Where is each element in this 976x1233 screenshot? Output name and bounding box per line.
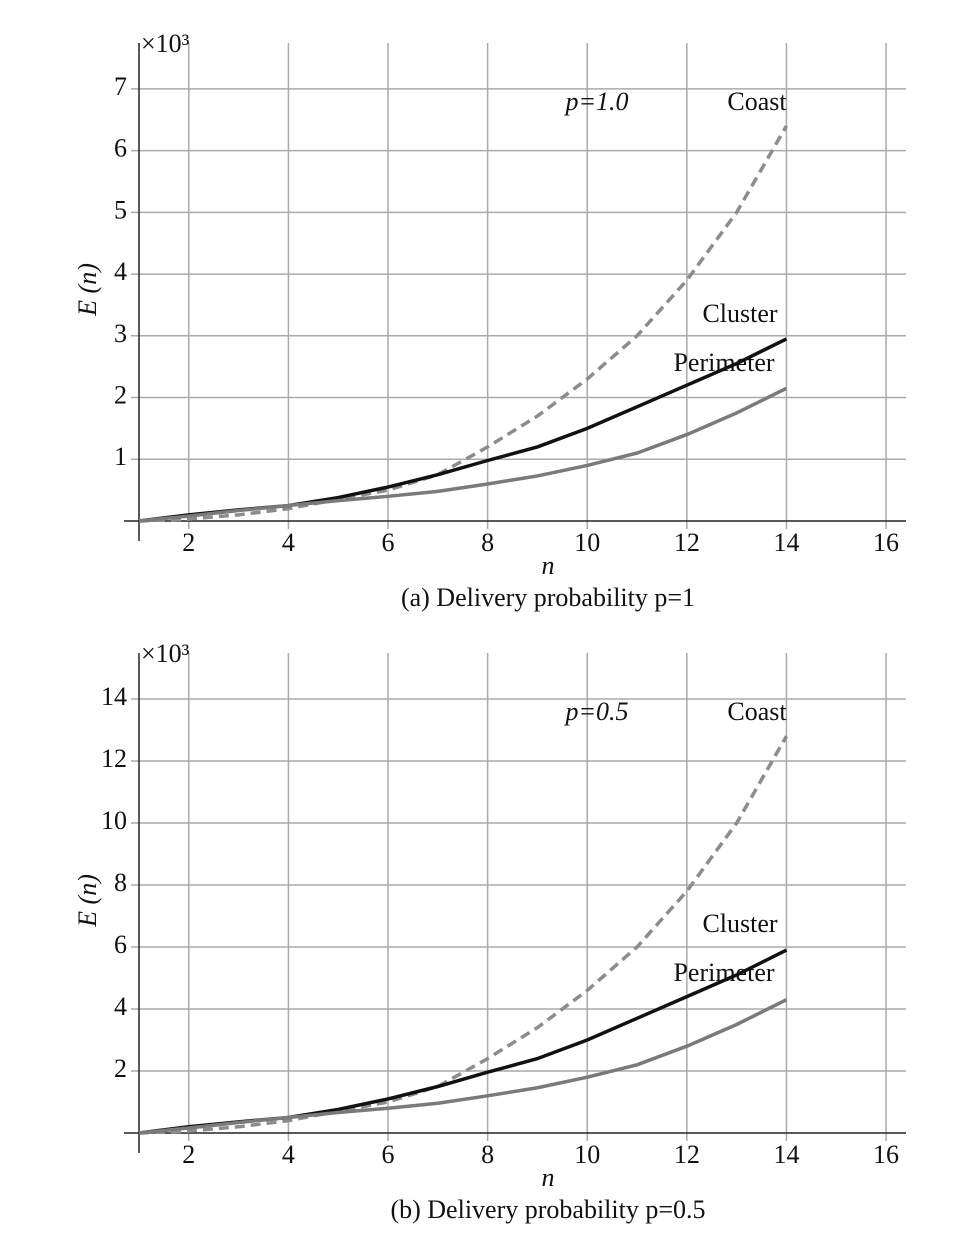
series-label: Perimeter: [673, 958, 774, 987]
caption: (b) Delivery probability p=0.5: [390, 1195, 705, 1224]
x-tick-label: 4: [282, 528, 295, 557]
x-tick-label: 10: [574, 528, 600, 557]
y-tick-label: 1: [114, 442, 127, 471]
series-label: Coast: [727, 697, 787, 726]
series-line: [138, 735, 788, 1135]
y-tick-label: 12: [101, 744, 127, 773]
x-axis-label: n: [542, 551, 555, 580]
series-line: [138, 125, 788, 523]
x-tick-label: 8: [481, 528, 494, 557]
x-tick-label: 10: [574, 1140, 600, 1169]
series-label: Coast: [727, 87, 787, 116]
y-tick-label: 10: [101, 806, 127, 835]
y-axis-label: E (n): [73, 874, 102, 928]
y-tick-label: 8: [114, 868, 127, 897]
y-tick-label: 3: [114, 319, 127, 348]
x-tick-label: 12: [674, 1140, 700, 1169]
x-tick-label: 4: [282, 1140, 295, 1169]
y-tick-label: 5: [114, 195, 127, 224]
x-tick-label: 6: [382, 1140, 395, 1169]
series-label: Cluster: [702, 299, 777, 328]
y-tick-label: 4: [114, 992, 127, 1021]
series-line: [138, 998, 788, 1135]
caption: (a) Delivery probability p=1: [401, 583, 695, 612]
x-tick-label: 2: [182, 528, 195, 557]
series-label: Cluster: [702, 909, 777, 938]
y-tick-label: 6: [114, 930, 127, 959]
series-label: Perimeter: [673, 348, 774, 377]
y-tick-label: 4: [114, 257, 127, 286]
x-tick-label: 12: [674, 528, 700, 557]
y-tick-label: 2: [114, 1054, 127, 1083]
x-tick-label: 6: [382, 528, 395, 557]
series-line: [138, 386, 788, 523]
chart: 2 4 6 8 10 12 14 16 2 4 6 8 10 12 14 ×10³ p=0.5 n E (n) (b)…: [73, 639, 906, 1224]
y-tick-label: 14: [101, 682, 127, 711]
annotation: p=1.0: [563, 87, 628, 116]
annotation: p=0.5: [563, 697, 628, 726]
x-tick-label: 14: [773, 528, 799, 557]
y-axis-label: E (n): [73, 263, 102, 317]
x-tick-label: 16: [873, 1140, 899, 1169]
x-tick-label: 16: [873, 528, 899, 557]
x-tick-label: 8: [481, 1140, 494, 1169]
multiplier: ×10³: [141, 639, 190, 668]
multiplier: ×10³: [141, 29, 190, 58]
y-tick-label: 2: [114, 381, 127, 410]
x-tick-label: 2: [182, 1140, 195, 1169]
x-axis-label: n: [542, 1163, 555, 1192]
y-tick-label: 7: [114, 72, 127, 101]
x-tick-label: 14: [773, 1140, 799, 1169]
y-tick-label: 6: [114, 134, 127, 163]
